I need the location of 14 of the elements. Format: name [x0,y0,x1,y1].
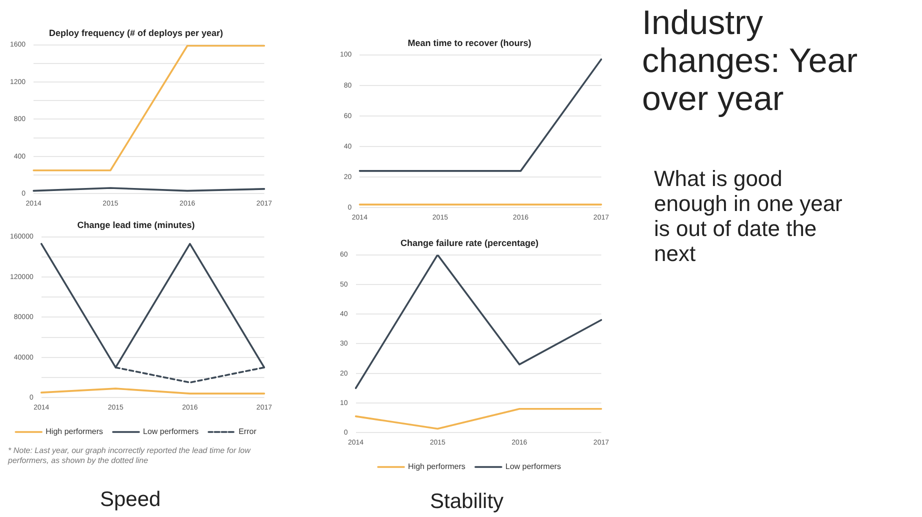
legend-label: Low performers [505,462,561,472]
text: Speed [100,488,161,512]
text: * Note: Last year, our graph incorrectly reported the lead time for low performers, as shown by the dotted line [8,446,252,466]
legend-label: High performers [408,462,466,472]
legend-label: Error [238,427,257,436]
legend-label: High performers [46,427,104,436]
chart-title: Change failure rate (percentage) [400,238,539,248]
text: Stability [430,490,504,514]
chart-title: Deploy frequency (# of deploys per year) [48,28,224,38]
chart-title: Mean time to recover (hours) [408,38,532,48]
legend-label: Low performers [143,427,199,436]
chart-title: Change lead time (minutes) [77,220,195,230]
text: What is good enough in one year is out of date the next [654,166,844,266]
text: Industry changes: Year over year [642,4,859,118]
